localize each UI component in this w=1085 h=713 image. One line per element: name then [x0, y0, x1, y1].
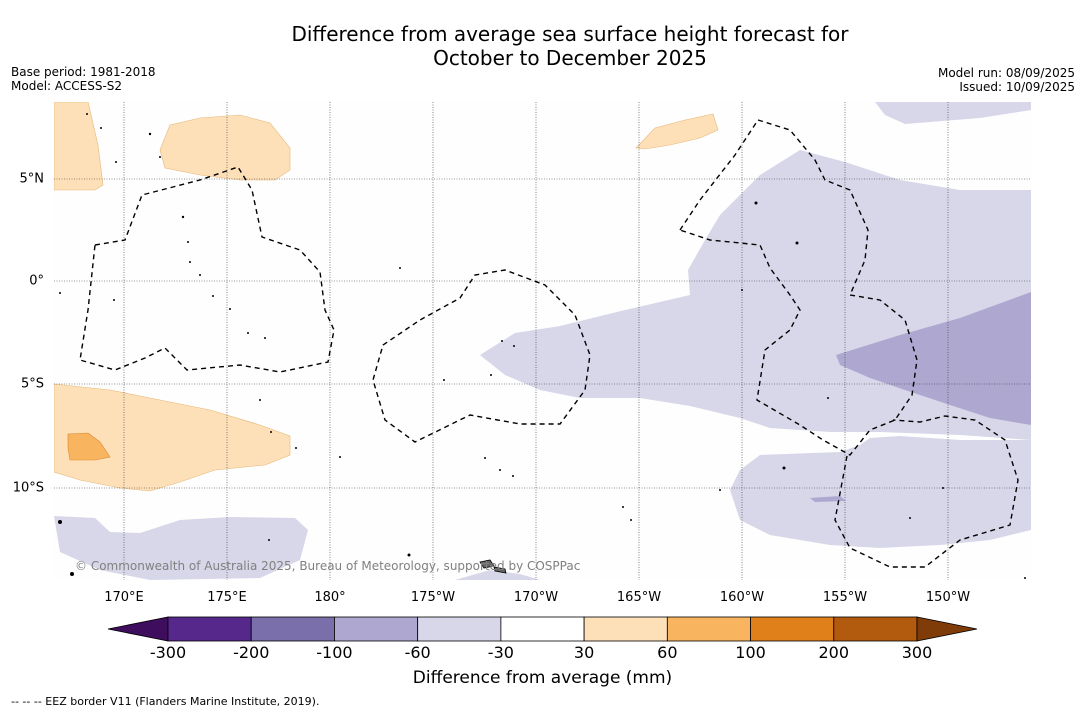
positive-anomaly-region-north-center [635, 113, 719, 150]
negative-anomaly-region-southwest [54, 516, 308, 580]
metadata-right: Model run: 08/09/2025 Issued: 10/09/2025 [938, 66, 1075, 94]
colorbar-tick-label: -200 [233, 643, 270, 662]
colorbar-tick-label: 100 [735, 643, 766, 662]
colorbar-segment [417, 616, 502, 642]
x-tick-label: 170°E [104, 590, 144, 605]
y-tick-label: 5°S [20, 376, 44, 392]
model-run-text: Model run: 08/09/2025 [937, 66, 1075, 80]
x-tick-label: 175°W [410, 590, 456, 605]
y-tick-label: 5°N [19, 171, 45, 187]
eez-footnote: -- -- -- EEZ border V11 (Flanders Marine… [11, 695, 320, 708]
colorbar-tick-label: -30 [487, 643, 514, 662]
colorbar-segment [250, 616, 335, 642]
graticule [54, 102, 1031, 580]
metadata-left: Base period: 1981-2018 Model: ACCESS-S2 [11, 65, 156, 93]
x-tick-label: 175°E [207, 590, 247, 605]
colorbar-segment [334, 616, 419, 642]
colorbar-label: Difference from average (mm) [412, 668, 673, 688]
colorbar-extension-high [916, 616, 978, 642]
colorbar-extension-low [107, 616, 169, 642]
y-tick-label: 0° [29, 273, 44, 289]
colorbar-segment [167, 616, 252, 642]
eez-border-tokelau [372, 269, 591, 443]
negative-anomaly-region-central [480, 150, 1031, 548]
positive-anomaly-region-north-west-2 [159, 114, 291, 181]
island-markers [58, 113, 1026, 579]
moderate-positive-anomaly-patch [67, 432, 111, 461]
colorbar-tick-label: -300 [149, 643, 187, 662]
title-line-2: October to December 2025 [433, 46, 707, 70]
eez-borders [79, 119, 1019, 568]
model-text: Model: ACCESS-S2 [11, 79, 123, 93]
x-tick-label: 160°W [719, 590, 765, 605]
title-line-1: Difference from average sea surface heig… [291, 22, 849, 46]
colorbar-segment [500, 616, 585, 642]
positive-anomaly-region-west [54, 383, 291, 492]
positive-anomaly-region-northwest [54, 102, 104, 191]
strong-negative-anomaly-region [836, 292, 1031, 425]
y-tick-label: 10°S [12, 480, 44, 496]
colorbar-tick-label: 300 [901, 643, 933, 662]
issued-text: Issued: 10/09/2025 [959, 80, 1075, 94]
colorbar-tick-label: 30 [573, 643, 595, 662]
base-period-text: Base period: 1981-2018 [11, 65, 156, 79]
eez-border-french-polynesia [834, 415, 1019, 568]
colorbar-tick-label: 200 [818, 643, 850, 662]
colorbar-segment [583, 616, 668, 642]
x-tick-label: 170°W [513, 590, 559, 605]
colorbar-tick-label: -100 [316, 643, 353, 662]
x-tick-label: 155°W [822, 590, 868, 605]
colorbar-segment [666, 616, 751, 642]
strong-negative-anomaly-patch [810, 496, 846, 502]
colorbar-tick-label: -60 [404, 643, 431, 662]
colorbar-segment [750, 616, 835, 642]
island-samoa [479, 559, 507, 574]
colorbar-segment [833, 616, 918, 642]
negative-anomaly-region-north [875, 102, 1031, 124]
negative-anomaly-region-south-center [455, 570, 540, 580]
x-tick-label: 150°W [925, 590, 971, 605]
x-tick-label: 180° [314, 590, 346, 605]
eez-border-line-islands [678, 119, 918, 456]
colorbar-tick-label: 60 [657, 643, 678, 662]
copyright-text: © Commonwealth of Australia 2025, Bureau… [75, 559, 581, 573]
x-tick-label: 165°W [616, 590, 662, 605]
map-title: Difference from average sea surface heig… [0, 22, 1085, 70]
eez-border-tuvalu-kiribati-west [79, 166, 335, 373]
